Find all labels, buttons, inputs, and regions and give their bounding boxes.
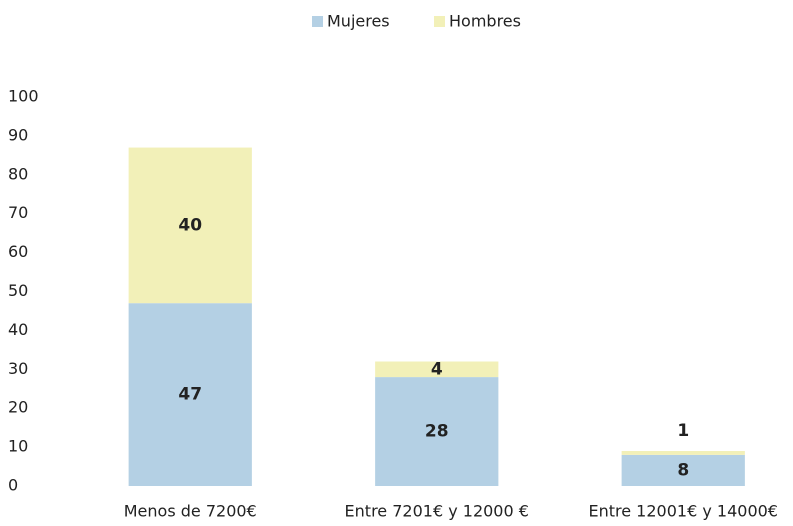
bar-segment — [621, 450, 745, 455]
legend-label: Mujeres — [327, 12, 390, 31]
value-label: 4 — [431, 359, 443, 379]
y-tick-label: 20 — [8, 398, 28, 417]
legend-swatch — [434, 16, 445, 27]
y-tick-label: 40 — [8, 320, 28, 339]
y-tick-label: 100 — [8, 87, 39, 106]
y-tick-label: 60 — [8, 242, 28, 261]
value-label: 28 — [425, 422, 449, 442]
y-tick-label: 0 — [8, 476, 18, 495]
bar-segment — [621, 454, 745, 486]
x-tick-label: Entre 7201€ y 12000 € — [345, 502, 529, 521]
y-tick-label: 90 — [8, 125, 28, 144]
y-tick-label: 10 — [8, 437, 28, 456]
y-tick-label: 80 — [8, 164, 28, 183]
x-tick-label: Menos de 7200€ — [124, 502, 257, 521]
value-label: 40 — [178, 215, 202, 235]
bar-segment — [375, 361, 499, 378]
value-label: 47 — [178, 385, 202, 405]
bar-segment — [128, 147, 252, 304]
value-label: 1 — [677, 421, 689, 441]
legend-swatch — [312, 16, 323, 27]
value-label: 8 — [677, 460, 689, 480]
y-tick-label: 70 — [8, 203, 28, 222]
x-tick-label: Entre 12001€ y 14000€ — [589, 502, 778, 521]
bar-segment — [375, 377, 499, 486]
bar-segment — [128, 303, 252, 486]
y-tick-label: 30 — [8, 359, 28, 378]
legend-label: Hombres — [449, 12, 521, 31]
y-tick-label: 50 — [8, 281, 28, 300]
